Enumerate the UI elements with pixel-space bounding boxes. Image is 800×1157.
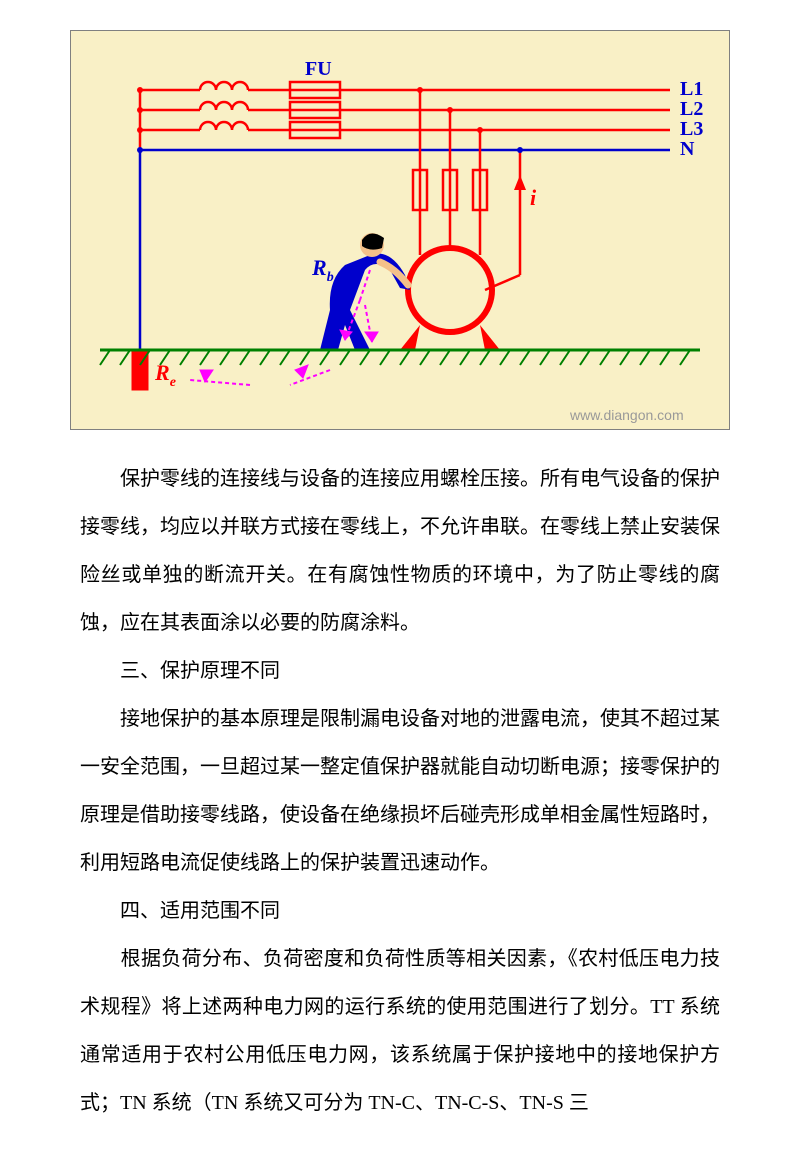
label-n: N: [680, 138, 695, 160]
watermark-text: www.diangon.com: [569, 407, 684, 423]
para-4: 四、适用范围不同: [80, 887, 720, 935]
para-2: 三、保护原理不同: [80, 647, 720, 695]
para-3: 接地保护的基本原理是限制漏电设备对地的泄露电流，使其不超过某一安全范围，一旦超过…: [80, 695, 720, 887]
body-text: 保护零线的连接线与设备的连接应用螺栓压接。所有电气设备的保护接零线，均应以并联方…: [80, 455, 720, 1127]
diagram-svg: L1 L2 L3 N FU Re: [70, 30, 730, 430]
label-l1: L1: [680, 78, 703, 100]
para-5: 根据负荷分布、负荷密度和负荷性质等相关因素，《农村低压电力技术规程》将上述两种电…: [80, 935, 720, 1127]
circuit-diagram: L1 L2 L3 N FU Re: [70, 30, 730, 435]
label-l3: L3: [680, 118, 703, 140]
label-fu: FU: [305, 58, 332, 80]
label-l2: L2: [680, 98, 703, 120]
label-i: i: [530, 185, 537, 210]
para-1: 保护零线的连接线与设备的连接应用螺栓压接。所有电气设备的保护接零线，均应以并联方…: [80, 455, 720, 647]
